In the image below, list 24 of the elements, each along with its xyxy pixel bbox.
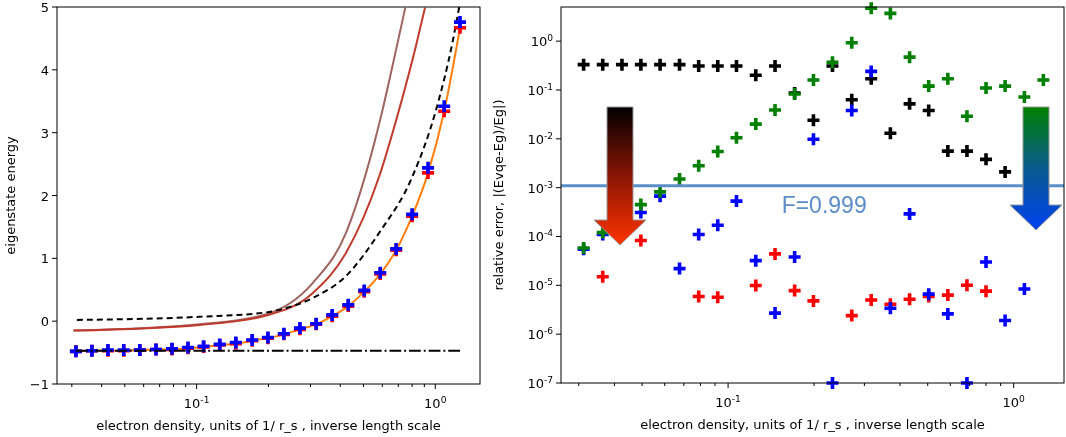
- y-tick-label: 10$^{-4}$: [527, 228, 554, 245]
- y-tick-label: 2: [40, 188, 49, 204]
- annotation: F=0.999: [781, 191, 867, 218]
- y-tick-label: 10$^{-2}$: [527, 130, 553, 147]
- x-axis-title: electron density, units of 1/ r_s , inverse length scale: [96, 418, 441, 433]
- y-tick-label: 10$^{-3}$: [527, 179, 554, 196]
- y-tick-label: 1: [40, 251, 49, 267]
- y-tick-label: 10$^{-1}$: [527, 81, 553, 98]
- y-tick-label: 10$^{-6}$: [527, 326, 554, 343]
- y-tick-label: 3: [40, 125, 49, 141]
- y-tick-label: 5: [40, 0, 49, 15]
- x-tick-label: 10$^{0}$: [1002, 394, 1026, 410]
- y-tick-label: 0: [40, 314, 49, 330]
- y-tick-label: 4: [40, 62, 49, 78]
- y-tick-label: 10$^{-7}$: [527, 375, 554, 391]
- x-axis-title: electron density, units of 1/ r_s , inverse length scale: [640, 417, 985, 432]
- y-tick-label: 10$^{0}$: [530, 33, 554, 50]
- x-tick-label: 10$^{-1}$: [183, 395, 210, 411]
- y-tick-label: −1: [29, 377, 49, 392]
- y-axis-title: relative error, |(Evqe-Eg)/Eg|): [491, 99, 506, 291]
- x-tick-label: 10$^{0}$: [424, 395, 447, 411]
- x-tick-label: 10$^{-1}$: [715, 394, 741, 410]
- y-tick-label: 10$^{-5}$: [527, 277, 553, 294]
- y-axis-title: eigenstate energy: [3, 135, 18, 255]
